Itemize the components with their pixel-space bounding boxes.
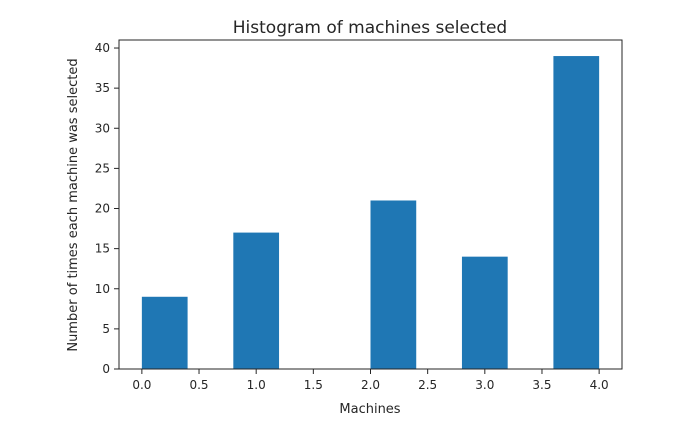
histogram-bar-2 bbox=[370, 200, 417, 369]
chart-title: Histogram of machines selected bbox=[233, 18, 507, 38]
y-tick-label-8: 40 bbox=[95, 41, 110, 55]
y-axis-ticks: 0 5 10 15 20 25 30 35 40 bbox=[95, 41, 119, 376]
y-tick-label-1: 5 bbox=[102, 322, 110, 336]
x-tick-label-6: 3.0 bbox=[475, 378, 494, 392]
y-axis-label: Number of times each machine was selecte… bbox=[66, 58, 81, 351]
x-tick-label-3: 1.5 bbox=[304, 378, 323, 392]
x-tick-label-5: 2.5 bbox=[418, 378, 437, 392]
x-tick-label-2: 1.0 bbox=[247, 378, 266, 392]
x-tick-label-1: 0.5 bbox=[189, 378, 208, 392]
histogram-bar-3 bbox=[461, 256, 508, 369]
x-tick-label-4: 2.0 bbox=[361, 378, 380, 392]
histogram-bar-0 bbox=[141, 296, 188, 369]
x-axis-ticks: 0.0 0.5 1.0 1.5 2.0 2.5 3.0 3.5 4.0 bbox=[132, 369, 609, 392]
y-tick-label-0: 0 bbox=[102, 362, 110, 376]
y-tick-label-4: 20 bbox=[95, 202, 110, 216]
y-tick-label-6: 30 bbox=[95, 121, 110, 135]
x-axis-label: Machines bbox=[339, 402, 400, 417]
y-tick-label-3: 15 bbox=[95, 242, 110, 256]
x-tick-label-7: 3.5 bbox=[532, 378, 551, 392]
bars-group bbox=[141, 56, 600, 370]
x-tick-label-8: 4.0 bbox=[590, 378, 609, 392]
x-tick-label-0: 0.0 bbox=[132, 378, 151, 392]
y-tick-label-2: 10 bbox=[95, 282, 110, 296]
y-tick-label-5: 25 bbox=[95, 161, 110, 175]
y-tick-label-7: 35 bbox=[95, 81, 110, 95]
histogram-bar-4 bbox=[553, 56, 600, 370]
histogram-bar-1 bbox=[233, 232, 280, 369]
